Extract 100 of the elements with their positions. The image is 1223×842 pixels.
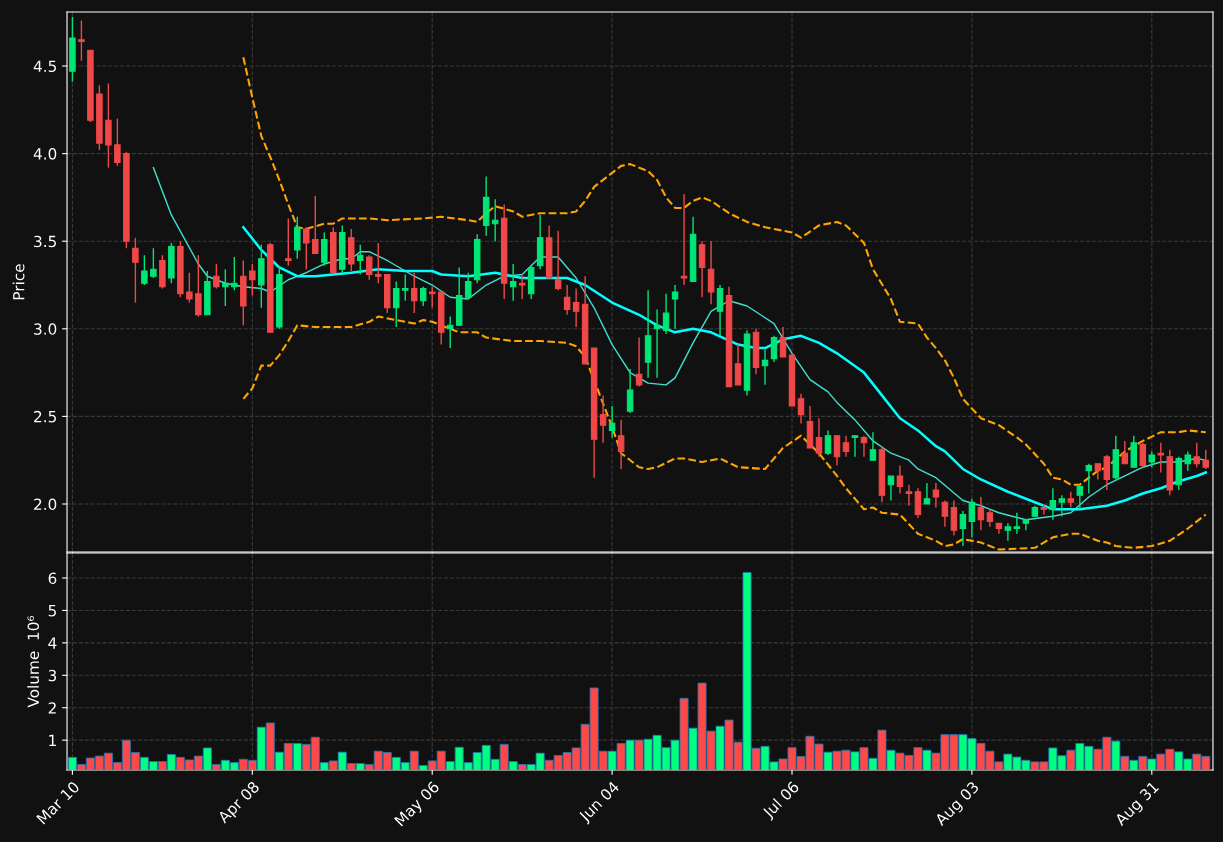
candlestick	[518, 273, 526, 300]
y-tick-label: 4	[48, 637, 57, 649]
candlestick	[950, 499, 958, 537]
candlestick	[186, 272, 193, 304]
candlestick	[1139, 441, 1147, 468]
candlestick	[132, 237, 139, 304]
candlestick	[491, 198, 499, 242]
candlestick	[662, 293, 670, 335]
candlestick	[923, 482, 931, 505]
candlestick	[1157, 441, 1165, 474]
candlestick	[1004, 522, 1012, 542]
candlestick	[869, 431, 877, 461]
candlestick	[671, 284, 679, 330]
candlestick	[914, 487, 922, 519]
candlestick	[761, 349, 769, 386]
candlestick	[1193, 441, 1201, 468]
candlestick	[563, 284, 571, 316]
candlestick	[509, 263, 517, 302]
candlestick	[428, 286, 436, 309]
candlestick	[599, 394, 607, 444]
y-tick-label: 2.5	[34, 410, 56, 423]
candlestick	[797, 392, 805, 425]
y-tick-label: 2.0	[34, 498, 57, 511]
candlestick	[419, 286, 427, 307]
candlestick	[392, 280, 400, 328]
candlestick	[1049, 487, 1057, 521]
candlestick	[941, 499, 949, 528]
candlestick	[977, 496, 985, 531]
candlestick	[285, 217, 292, 267]
y-tick-label: 1	[49, 734, 56, 746]
candlestick	[78, 19, 85, 62]
candlestick	[824, 429, 832, 456]
line-series	[242, 225, 1208, 511]
y-axis-title: Price	[12, 264, 25, 300]
candlestick	[617, 419, 625, 470]
candlestick	[312, 194, 319, 255]
candlestick	[213, 263, 220, 290]
candlestick	[572, 287, 580, 328]
candlestick	[303, 226, 310, 270]
candlestick	[959, 510, 967, 547]
line-series	[242, 315, 1207, 551]
candlestick	[968, 498, 976, 538]
candlestick	[707, 240, 715, 305]
y-tick-label: 3.5	[34, 235, 56, 248]
candlestick	[294, 215, 301, 260]
candlestick	[446, 315, 454, 349]
candlestick	[842, 434, 850, 458]
candlestick	[141, 254, 148, 286]
candlestick	[1085, 463, 1093, 495]
y-tick-label: 4.0	[33, 148, 57, 160]
y-tick-label: 6	[48, 572, 57, 585]
x-tick-label: Jul 06	[761, 780, 802, 821]
candlestick	[1202, 449, 1210, 470]
candlestick	[401, 273, 409, 302]
candlestick	[815, 417, 823, 458]
y-tick-label: 2	[48, 702, 56, 714]
candlestick	[770, 335, 778, 363]
candlestick	[779, 326, 787, 358]
candlestick	[374, 242, 382, 284]
y-tick-label: 3.0	[34, 323, 57, 335]
candlestick	[410, 272, 418, 314]
candlestick	[887, 475, 895, 502]
candlestick	[114, 117, 121, 167]
candlestick	[1058, 494, 1066, 517]
candlestick	[1013, 512, 1021, 535]
candlestick	[698, 240, 706, 298]
candlestick	[554, 229, 562, 291]
candlestick	[464, 272, 472, 300]
candlestick	[150, 247, 157, 279]
candlestick	[222, 268, 229, 307]
candlestick	[932, 482, 940, 509]
candlestick	[1103, 454, 1111, 491]
candlestick	[1067, 491, 1075, 509]
candlestick	[716, 284, 724, 337]
x-tick-label: Jun 04	[577, 780, 622, 825]
x-tick-label: Apr 08	[216, 780, 263, 826]
candlestick	[1040, 503, 1048, 516]
candlestick	[851, 434, 859, 458]
candlestick	[860, 434, 868, 458]
candlestick	[1184, 450, 1192, 472]
candlestick	[896, 464, 904, 495]
candlestick	[635, 336, 643, 388]
candlestick	[321, 231, 328, 267]
candlestick	[249, 263, 256, 297]
candlestick	[608, 405, 616, 439]
candlestick	[833, 434, 841, 467]
candlestick	[626, 368, 634, 414]
y-tick-label: 3	[48, 669, 57, 682]
candlestick	[680, 193, 688, 286]
candlestick	[365, 254, 373, 281]
y-tick-label: 4.5	[33, 60, 56, 73]
candlestick	[195, 254, 202, 318]
candlestick	[357, 244, 364, 276]
candlestick	[1076, 485, 1084, 510]
y-tick-label: 5	[48, 605, 56, 617]
candlestick	[1121, 440, 1129, 465]
candlestick	[905, 484, 913, 507]
candlestick	[231, 256, 238, 291]
y-axis-title: Volume 10⁶	[27, 615, 40, 708]
candlestick	[734, 343, 742, 386]
